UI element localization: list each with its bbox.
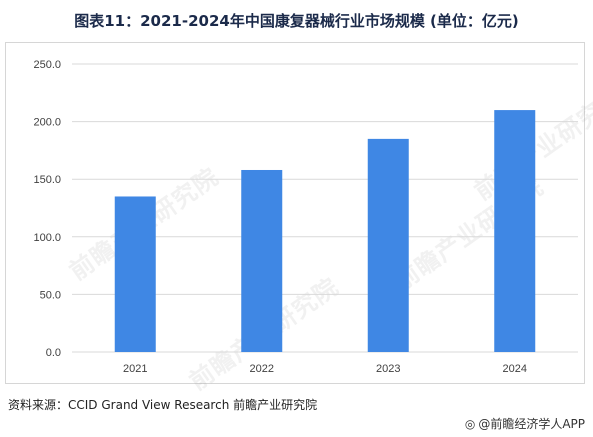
x-tick-label: 2021 [123,363,147,375]
chart-title: 图表11：2021-2024年中国康复器械行业市场规模 (单位：亿元) [74,12,519,30]
bar [494,110,536,352]
y-tick-label: 0.0 [46,347,61,359]
y-tick-label: 150.0 [33,174,61,186]
bar [241,169,283,352]
x-tick-label: 2024 [503,363,527,375]
y-tick-label: 200.0 [33,117,61,129]
y-tick-label: 50.0 [40,289,61,301]
x-tick-label: 2022 [250,363,274,375]
source-note: 资料来源：CCID Grand View Research 前瞻产业研究院 [8,398,318,412]
chart-frame: 前瞻产业研究院 前瞻产业研究院 前瞻产业研究院 前瞻产业研究院 0.050.01… [5,42,593,396]
bar-chart: 0.0 50.0 100.0 150.0 200.0 250.0 2021 2022 2023 2… [33,59,578,375]
y-tick-label: 100.0 [33,232,61,244]
x-tick-label: 2023 [376,363,400,375]
y-tick-label: 250.0 [33,59,61,71]
at-sign-icon: ◎ [464,417,476,431]
bar [114,196,156,352]
bar [367,138,409,352]
brand-text: @前瞻经济学人APP [478,417,585,431]
brand-credit: ◎ @前瞻经济学人APP [465,415,585,432]
